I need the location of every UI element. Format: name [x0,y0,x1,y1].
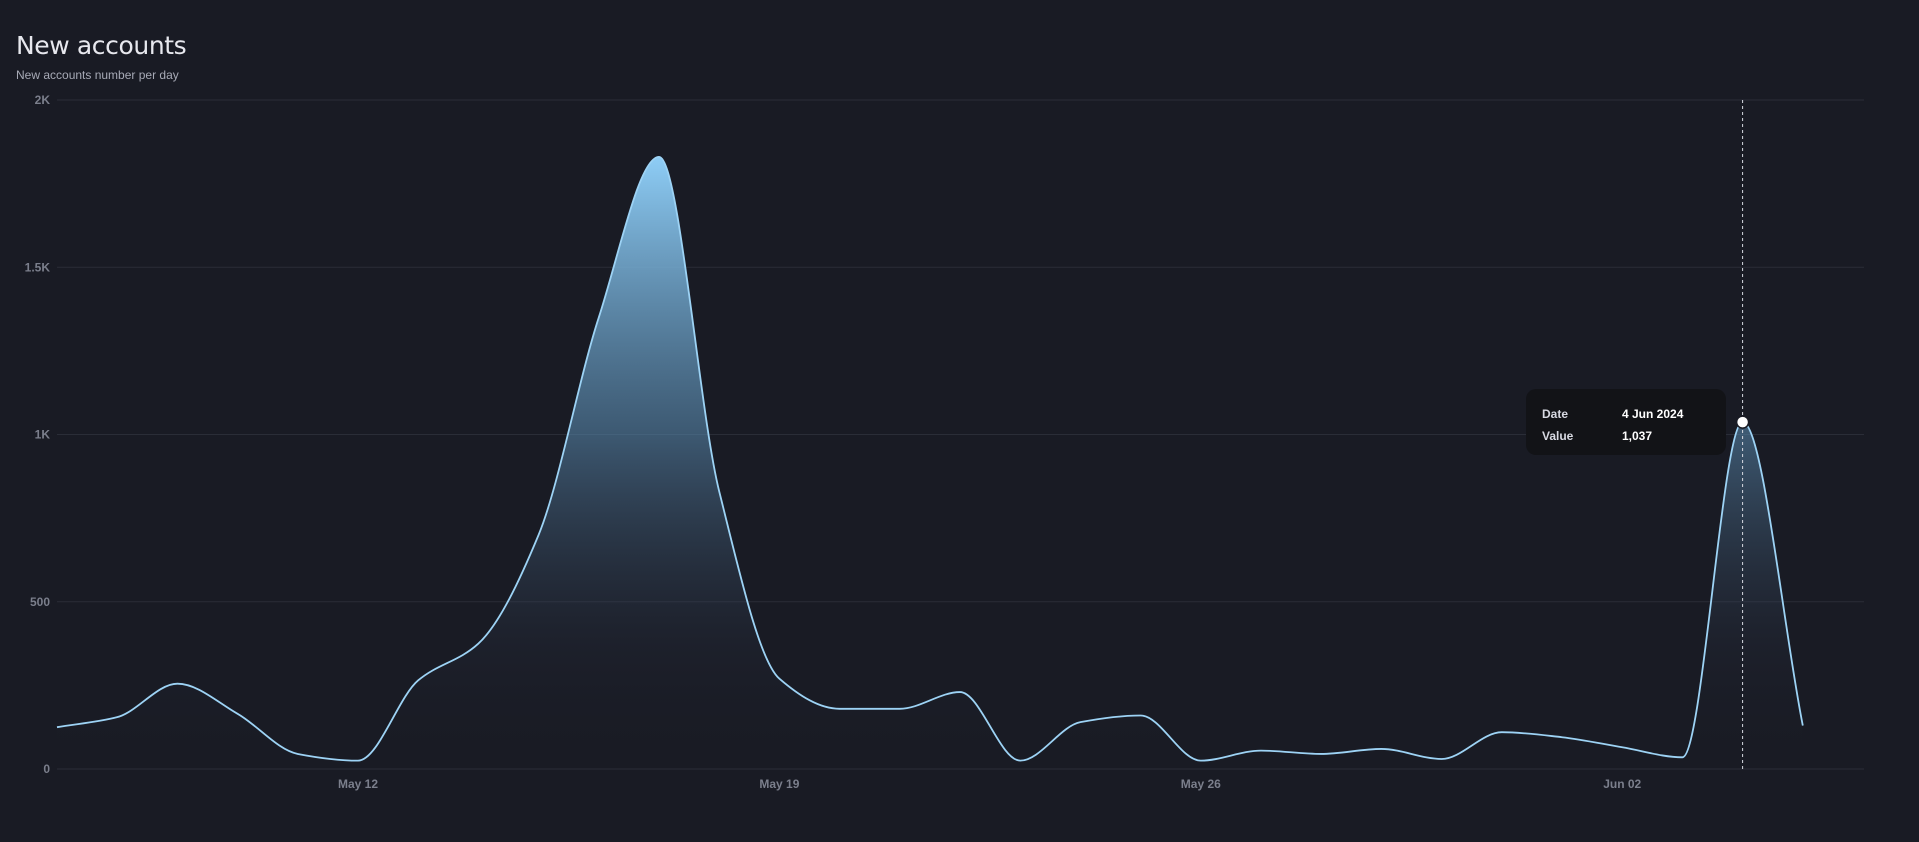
data-point-2024-05-18[interactable] [713,485,725,497]
x-tick-label: May 19 [759,777,799,791]
x-tick-label: May 12 [338,777,378,791]
y-tick-label: 500 [30,595,50,609]
y-tick-label: 1.5K [25,260,51,274]
data-point-2024-05-31[interactable] [1496,726,1508,738]
data-point-2024-05-12[interactable] [352,755,364,767]
y-tick-label: 0 [43,762,50,776]
y-tick-label: 1K [35,428,51,442]
data-point-2024-06-01[interactable] [1556,731,1568,743]
data-point-2024-05-17[interactable] [653,151,665,163]
data-point-2024-05-10[interactable] [232,708,244,720]
chart-tooltip: Date 4 Jun 2024 Value 1,037 [1526,389,1726,455]
data-point-2024-05-25[interactable] [1135,709,1147,721]
x-tick-label: Jun 02 [1603,777,1641,791]
chart-header: New accounts New accounts number per day [16,30,187,82]
x-axis: May 12 May 19 May 26 Jun 02 [338,777,1642,791]
series-area [51,151,1809,770]
data-point-2024-05-24[interactable] [1074,716,1086,728]
y-axis: 0 500 1K 1.5K 2K [25,93,51,776]
data-point-2024-05-08[interactable] [111,711,123,723]
data-point-2024-05-16[interactable] [593,311,605,323]
data-point-2024-06-02[interactable] [1616,741,1628,753]
series-area-fill [57,156,1803,770]
tooltip-value-value: 1,037 [1622,429,1653,443]
data-point-2024-05-09[interactable] [171,678,183,690]
data-point-2024-05-19[interactable] [773,673,785,685]
data-point-2024-05-23[interactable] [1014,755,1026,767]
data-point-2024-05-26[interactable] [1195,755,1207,767]
tooltip-value-label: Value [1542,429,1574,443]
tooltip-value-row: Value 1,037 [1542,425,1726,447]
tooltip-date-label: Date [1542,407,1569,421]
tooltip-date-value: 4 Jun 2024 [1622,407,1684,421]
hover-marker [1735,100,1750,769]
data-point-2024-05-14[interactable] [472,638,484,650]
highlight-point [1735,415,1750,429]
data-point-2024-05-11[interactable] [292,748,304,760]
data-point-2024-05-22[interactable] [954,686,966,698]
chart-title: New accounts [16,31,187,60]
data-point-2024-05-30[interactable] [1436,753,1448,765]
data-point-2024-05-15[interactable] [533,529,545,541]
y-tick-label: 2K [35,93,51,107]
data-point-2024-06-03[interactable] [1676,751,1688,763]
data-point-2024-05-07[interactable] [51,721,63,733]
data-point-2024-06-05[interactable] [1797,720,1809,732]
data-point-2024-05-21[interactable] [894,703,906,715]
data-point-2024-05-20[interactable] [834,703,846,715]
series-line [56,155,1804,762]
tooltip-date-row: Date 4 Jun 2024 [1542,403,1726,425]
chart-subtitle: New accounts number per day [16,68,179,82]
data-point-2024-05-13[interactable] [412,674,424,686]
data-point-2024-05-28[interactable] [1315,748,1327,760]
x-tick-label: May 26 [1181,777,1221,791]
data-point-2024-05-29[interactable] [1375,743,1387,755]
data-point-2024-05-27[interactable] [1255,745,1267,757]
